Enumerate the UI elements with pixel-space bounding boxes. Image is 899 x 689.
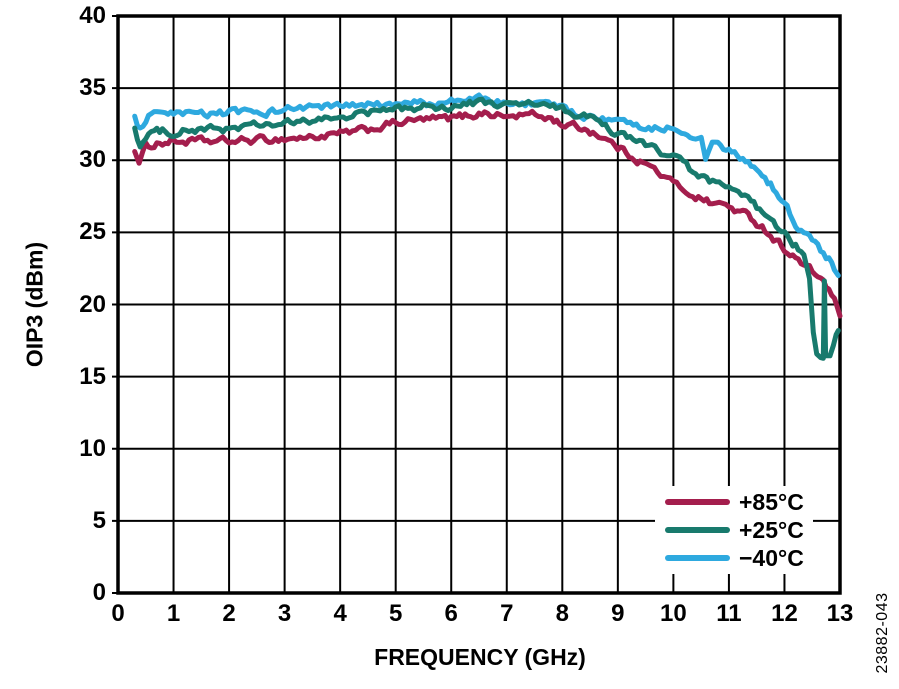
y-tick-label: 20 (79, 290, 106, 318)
legend-row: +85°C (655, 490, 813, 514)
x-tick-label: 7 (500, 600, 514, 627)
x-tick-label: 11 (716, 600, 742, 627)
y-tick-label: 30 (79, 146, 106, 174)
y-tick-label: 5 (92, 506, 106, 534)
series-line-3 (132, 92, 841, 279)
y-tick-label: 10 (79, 434, 106, 462)
legend-row: −40°C (655, 546, 813, 570)
x-tick-label: 13 (826, 600, 854, 627)
x-tick-label: 8 (555, 600, 569, 627)
x-tick-label: 0 (111, 600, 125, 627)
y-tick-label: 0 (92, 579, 106, 606)
y-tick-label: 40 (79, 2, 106, 29)
x-tick-label: 4 (333, 600, 347, 627)
x-tick-label: 2 (222, 600, 236, 627)
series-line-1 (132, 108, 843, 319)
x-tick-label: 5 (389, 600, 403, 627)
legend-label-25c: +25°C (739, 517, 804, 543)
x-tick-label: 6 (444, 600, 458, 627)
y-axis-title: OIP3 (dBm) (21, 241, 48, 368)
figure-number-watermark: 23882-043 (874, 592, 891, 674)
series-line-2 (132, 96, 841, 361)
legend-label-m40c: −40°C (739, 545, 804, 571)
x-axis-title: FREQUENCY (GHz) (374, 644, 586, 670)
legend-row: +25°C (655, 518, 813, 542)
x-tick-label: 3 (277, 600, 292, 627)
chart-legend: +85°C +25°C −40°C (655, 486, 813, 574)
legend-swatch-85c (665, 499, 730, 505)
legend-label-85c: +85°C (739, 489, 804, 515)
x-tick-label: 12 (771, 600, 798, 627)
legend-swatch-m40c (665, 555, 730, 561)
y-tick-label: 25 (79, 218, 106, 246)
x-tick-label: 9 (611, 600, 625, 627)
plot-border (116, 14, 842, 595)
y-tick-label: 15 (79, 362, 106, 390)
y-tick-label: 35 (79, 74, 106, 102)
legend-swatch-25c (665, 527, 730, 533)
x-tick-label: 1 (166, 600, 181, 627)
x-tick-label: 10 (660, 600, 687, 627)
